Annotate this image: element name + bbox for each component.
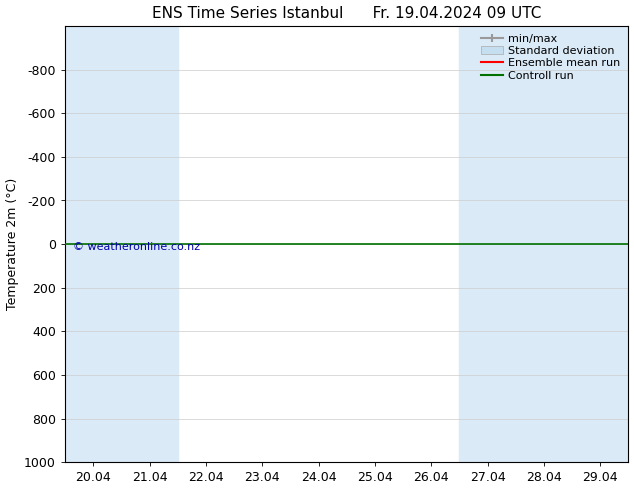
Legend: min/max, Standard deviation, Ensemble mean run, Controll run: min/max, Standard deviation, Ensemble me… [479,31,623,83]
Bar [65,26,121,463]
Y-axis label: Temperature 2m (°C): Temperature 2m (°C) [6,178,18,310]
Bar [460,26,515,463]
Bar [515,26,572,463]
Title: ENS Time Series Istanbul      Fr. 19.04.2024 09 UTC: ENS Time Series Istanbul Fr. 19.04.2024 … [152,5,541,21]
Bar [121,26,178,463]
Bar [572,26,628,463]
Text: © weatheronline.co.nz: © weatheronline.co.nz [74,242,200,252]
